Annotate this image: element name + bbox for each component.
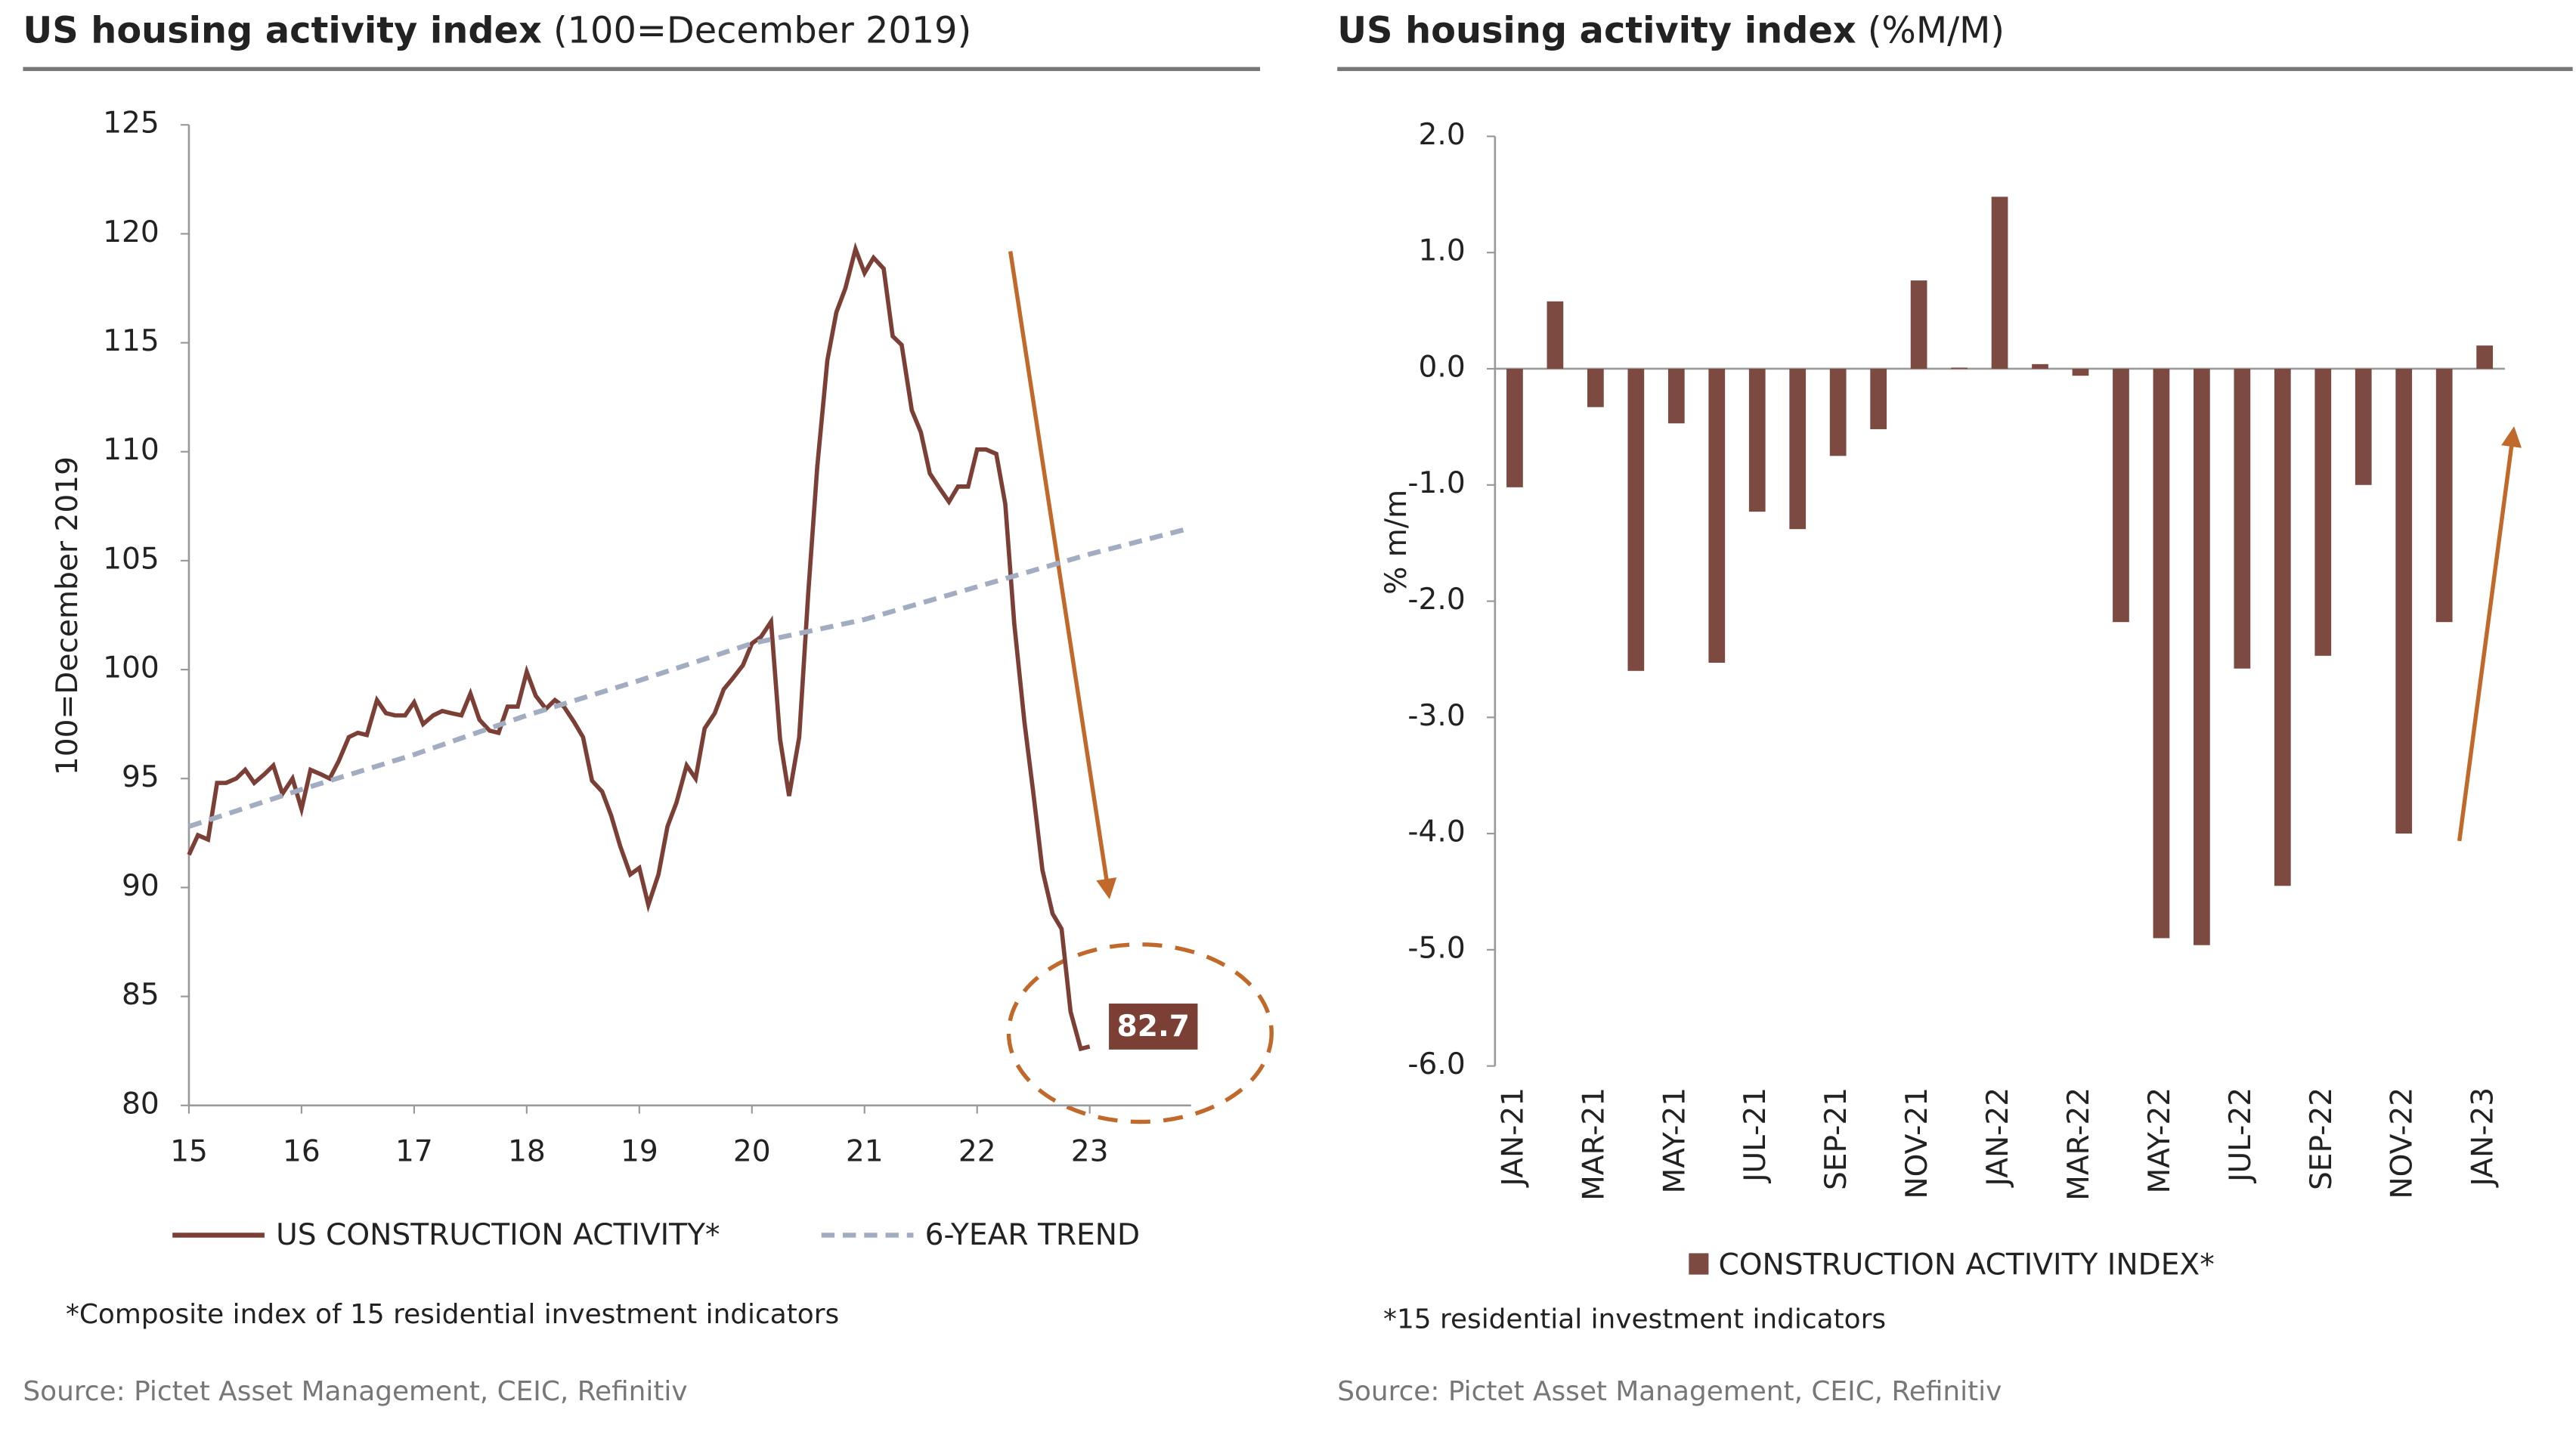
x-tick-label: JAN-23 <box>2466 1087 2500 1189</box>
y-axis-label: % m/m <box>1379 490 1413 595</box>
legend-swatch <box>1689 1253 1709 1275</box>
x-tick-label: 23 <box>1071 1134 1109 1168</box>
x-tick-label: 22 <box>958 1134 996 1168</box>
y-tick-label: 125 <box>103 107 159 141</box>
y-tick-label: 85 <box>122 978 159 1012</box>
x-tick-label: 15 <box>170 1134 208 1168</box>
x-tick-label: SEP-21 <box>1819 1087 1853 1190</box>
x-tick-label: JAN-22 <box>1981 1087 2015 1189</box>
x-tick-label: 20 <box>733 1134 771 1168</box>
source: Source: Pictet Asset Management, CEIC, R… <box>23 1376 687 1407</box>
highlight-ellipse <box>1006 942 1274 1124</box>
x-tick-label: 19 <box>621 1134 658 1168</box>
legend-label: CONSTRUCTION ACTIVITY INDEX* <box>1718 1248 2214 1282</box>
x-tick-label: MAY-22 <box>2143 1087 2177 1194</box>
x-tick-label: MAR-21 <box>1577 1087 1611 1201</box>
bar <box>2113 368 2129 623</box>
bar <box>1708 368 1726 663</box>
bar <box>2355 368 2372 485</box>
bar <box>1910 280 1927 369</box>
trend-arrow <box>2457 426 2522 842</box>
y-tick-label: -1.0 <box>1407 466 1465 500</box>
y-tick-label: -2.0 <box>1407 583 1465 617</box>
y-tick-label: -3.0 <box>1407 699 1465 733</box>
y-tick-label: 90 <box>122 869 159 903</box>
bar <box>1870 368 1887 429</box>
annotation-box <box>1109 1004 1198 1050</box>
series-line <box>187 242 1091 1052</box>
x-tick-label: MAR-22 <box>2062 1087 2096 1201</box>
title-sub: (%M/M) <box>1868 11 2005 52</box>
x-tick-label: MAY-21 <box>1658 1087 1692 1194</box>
x-tick-label: JUL-21 <box>1738 1087 1773 1184</box>
bar <box>1547 301 1564 369</box>
annotation: 82.7 <box>1117 1010 1190 1044</box>
trend-arrow <box>1008 251 1117 899</box>
bar <box>1748 368 1766 512</box>
y-tick-label: 110 <box>103 433 159 467</box>
x-tick-label: 21 <box>846 1134 884 1168</box>
legend-label: 6-YEAR TREND <box>925 1218 1140 1252</box>
note: *15 residential investment indicators <box>1383 1304 1886 1335</box>
bar <box>2194 368 2210 945</box>
bar <box>1829 368 1847 456</box>
legend-label: US CONSTRUCTION ACTIVITY* <box>276 1218 720 1252</box>
y-tick-label: 0.0 <box>1419 350 1466 384</box>
title-main: US housing activity index <box>23 11 542 52</box>
y-tick-label: 100 <box>103 651 159 685</box>
bar <box>2072 368 2089 376</box>
x-tick-label: 17 <box>395 1134 433 1168</box>
y-tick-label: 95 <box>122 760 159 794</box>
source: Source: Pictet Asset Management, CEIC, R… <box>1337 1376 2002 1407</box>
x-tick-label: JAN-21 <box>1496 1087 1530 1189</box>
bar <box>2032 363 2048 369</box>
bar <box>2234 368 2251 669</box>
bar <box>1506 368 1523 487</box>
title-main: US housing activity index <box>1337 11 1856 52</box>
note: *Composite index of 15 residential inves… <box>66 1299 839 1330</box>
y-tick-label: -6.0 <box>1407 1047 1465 1081</box>
bar <box>1951 367 1968 370</box>
x-tick-label: JUL-22 <box>2224 1087 2258 1184</box>
y-tick-label: 120 <box>103 215 159 249</box>
chart-title: US housing activity index (100=December … <box>23 11 971 52</box>
bar <box>2314 368 2332 656</box>
y-tick-label: 105 <box>103 542 159 576</box>
bar <box>1627 368 1645 671</box>
chart-title: US housing activity index (%M/M) <box>1337 11 2005 52</box>
x-tick-label: NOV-22 <box>2386 1087 2420 1199</box>
y-tick-label: 115 <box>103 324 159 358</box>
bar <box>1667 368 1685 424</box>
y-tick-label: 2.0 <box>1419 118 1466 152</box>
y-tick-label: -5.0 <box>1407 931 1465 965</box>
x-tick-label: NOV-21 <box>1900 1087 1934 1199</box>
bar <box>1587 368 1604 407</box>
y-tick-label: -4.0 <box>1407 815 1465 849</box>
x-tick-label: 16 <box>283 1134 320 1168</box>
x-tick-label: SEP-22 <box>2305 1087 2339 1190</box>
y-tick-label: 1.0 <box>1419 234 1466 268</box>
bar <box>2153 368 2170 939</box>
bar <box>2395 368 2413 834</box>
title-sub: (100=December 2019) <box>553 11 971 52</box>
bar <box>2274 368 2291 886</box>
x-tick-label: 18 <box>508 1134 546 1168</box>
bar <box>1789 368 1807 530</box>
series-line <box>187 525 1192 829</box>
y-axis-label: 100=December 2019 <box>51 456 85 775</box>
bar <box>2476 345 2494 369</box>
y-tick-label: 80 <box>122 1087 159 1121</box>
bar <box>2435 368 2453 623</box>
bar <box>1991 196 2008 369</box>
